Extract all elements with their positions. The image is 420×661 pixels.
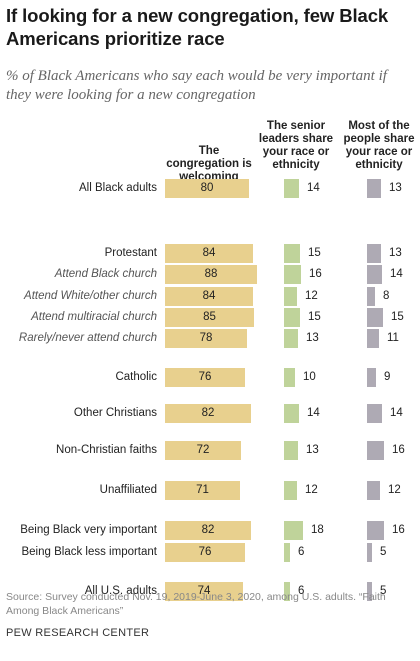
value-label-leaders: 14 — [307, 182, 320, 194]
row-label: Attend multiracial church — [31, 311, 157, 323]
bar-people — [367, 308, 383, 327]
value-label-people: 8 — [383, 290, 390, 302]
value-label-leaders: 14 — [307, 407, 320, 419]
value-label-welcoming: 72 — [196, 444, 210, 456]
value-label-people: 5 — [380, 546, 387, 558]
value-label-welcoming: 71 — [196, 484, 209, 496]
bar-welcoming — [165, 265, 257, 284]
bar-welcoming — [165, 308, 254, 327]
bar-leaders — [284, 287, 297, 306]
value-label-leaders: 10 — [303, 371, 316, 383]
row-label: Attend Black church — [54, 268, 157, 280]
bar-leaders — [284, 329, 298, 348]
value-label-welcoming: 88 — [204, 268, 218, 280]
bar-welcoming — [165, 481, 240, 500]
bar-people — [367, 441, 384, 460]
bar-welcoming — [165, 287, 253, 306]
bar-people — [367, 179, 381, 198]
value-label-leaders: 13 — [306, 444, 319, 456]
value-label-welcoming: 76 — [198, 546, 212, 558]
bar-welcoming — [165, 329, 247, 348]
bar-leaders — [284, 265, 301, 284]
bar-leaders — [284, 308, 300, 327]
value-label-leaders: 12 — [305, 290, 318, 302]
value-label-people: 15 — [391, 311, 404, 323]
bar-leaders — [284, 368, 295, 387]
row-label: Being Black very important — [20, 524, 157, 536]
bar-leaders — [284, 543, 290, 562]
value-label-welcoming: 78 — [199, 332, 213, 344]
value-label-leaders: 6 — [298, 546, 305, 558]
bar-welcoming — [165, 582, 243, 601]
row-label: All Black adults — [79, 182, 157, 194]
bar-leaders — [284, 441, 298, 460]
bar-welcoming — [165, 179, 249, 198]
value-label-leaders: 18 — [311, 524, 324, 536]
row-label: Unaffiliated — [99, 484, 157, 496]
bar-people — [367, 582, 372, 601]
value-label-welcoming: 80 — [200, 182, 214, 194]
value-label-welcoming: 85 — [203, 311, 216, 323]
value-label-leaders: 15 — [308, 247, 321, 259]
value-label-leaders: 16 — [309, 268, 322, 280]
value-label-welcoming: 82 — [201, 524, 215, 536]
bar-people — [367, 287, 375, 306]
value-label-leaders: 13 — [306, 332, 319, 344]
bar-people — [367, 244, 381, 263]
value-label-people: 11 — [387, 332, 399, 344]
value-label-people: 9 — [384, 371, 391, 383]
row-label: Being Black less important — [21, 546, 157, 558]
value-label-people: 16 — [392, 444, 405, 456]
chart-title: If looking for a new congregation, few B… — [6, 5, 389, 49]
value-label-people: 14 — [390, 407, 403, 419]
source-note: Source: Survey conducted Nov. 19, 2019-J… — [6, 591, 386, 617]
row-label: Catholic — [115, 371, 157, 383]
value-label-people: 14 — [390, 268, 403, 280]
bar-welcoming — [165, 368, 245, 387]
row-label: Other Christians — [73, 407, 157, 419]
bar-welcoming — [165, 244, 253, 263]
value-label-people: 12 — [388, 484, 401, 496]
bar-leaders — [284, 481, 297, 500]
row-label: Attend White/other church — [24, 290, 157, 302]
bar-leaders — [284, 404, 299, 423]
column-header-leaders: The senior leaders share your race or et… — [258, 120, 334, 171]
bar-people — [367, 404, 382, 423]
row-label: Non-Christian faiths — [56, 444, 157, 456]
bar-welcoming — [165, 521, 251, 540]
bar-welcoming — [165, 404, 251, 423]
value-label-people: 13 — [389, 182, 402, 194]
bar-leaders — [284, 582, 290, 601]
chart-subtitle: % of Black Americans who say each would … — [6, 68, 387, 103]
bar-welcoming — [165, 543, 245, 562]
value-label-leaders: 6 — [298, 585, 305, 597]
row-label: Rarely/never attend church — [18, 332, 157, 344]
row-label: Protestant — [104, 247, 157, 259]
bar-people — [367, 481, 380, 500]
value-label-welcoming: 84 — [202, 290, 216, 302]
row-label: All U.S. adults — [84, 585, 157, 597]
value-label-people: 13 — [389, 247, 402, 259]
value-label-welcoming: 74 — [197, 585, 211, 597]
bar-leaders — [284, 521, 303, 540]
bar-leaders — [284, 179, 299, 198]
bar-people — [367, 543, 372, 562]
value-label-people: 5 — [380, 585, 387, 597]
bar-people — [367, 265, 382, 284]
column-header-people: Most of the people share your race or et… — [343, 120, 415, 171]
bar-leaders — [284, 244, 300, 263]
value-label-people: 16 — [392, 524, 405, 536]
bar-people — [367, 329, 379, 348]
brand-logo-text: PEW RESEARCH CENTER — [6, 627, 150, 639]
value-label-leaders: 12 — [305, 484, 318, 496]
bar-people — [367, 368, 376, 387]
value-label-welcoming: 82 — [201, 407, 215, 419]
value-label-welcoming: 76 — [198, 371, 212, 383]
bar-welcoming — [165, 441, 241, 460]
value-label-welcoming: 84 — [202, 247, 216, 259]
value-label-leaders: 15 — [308, 311, 321, 323]
bar-people — [367, 521, 384, 540]
